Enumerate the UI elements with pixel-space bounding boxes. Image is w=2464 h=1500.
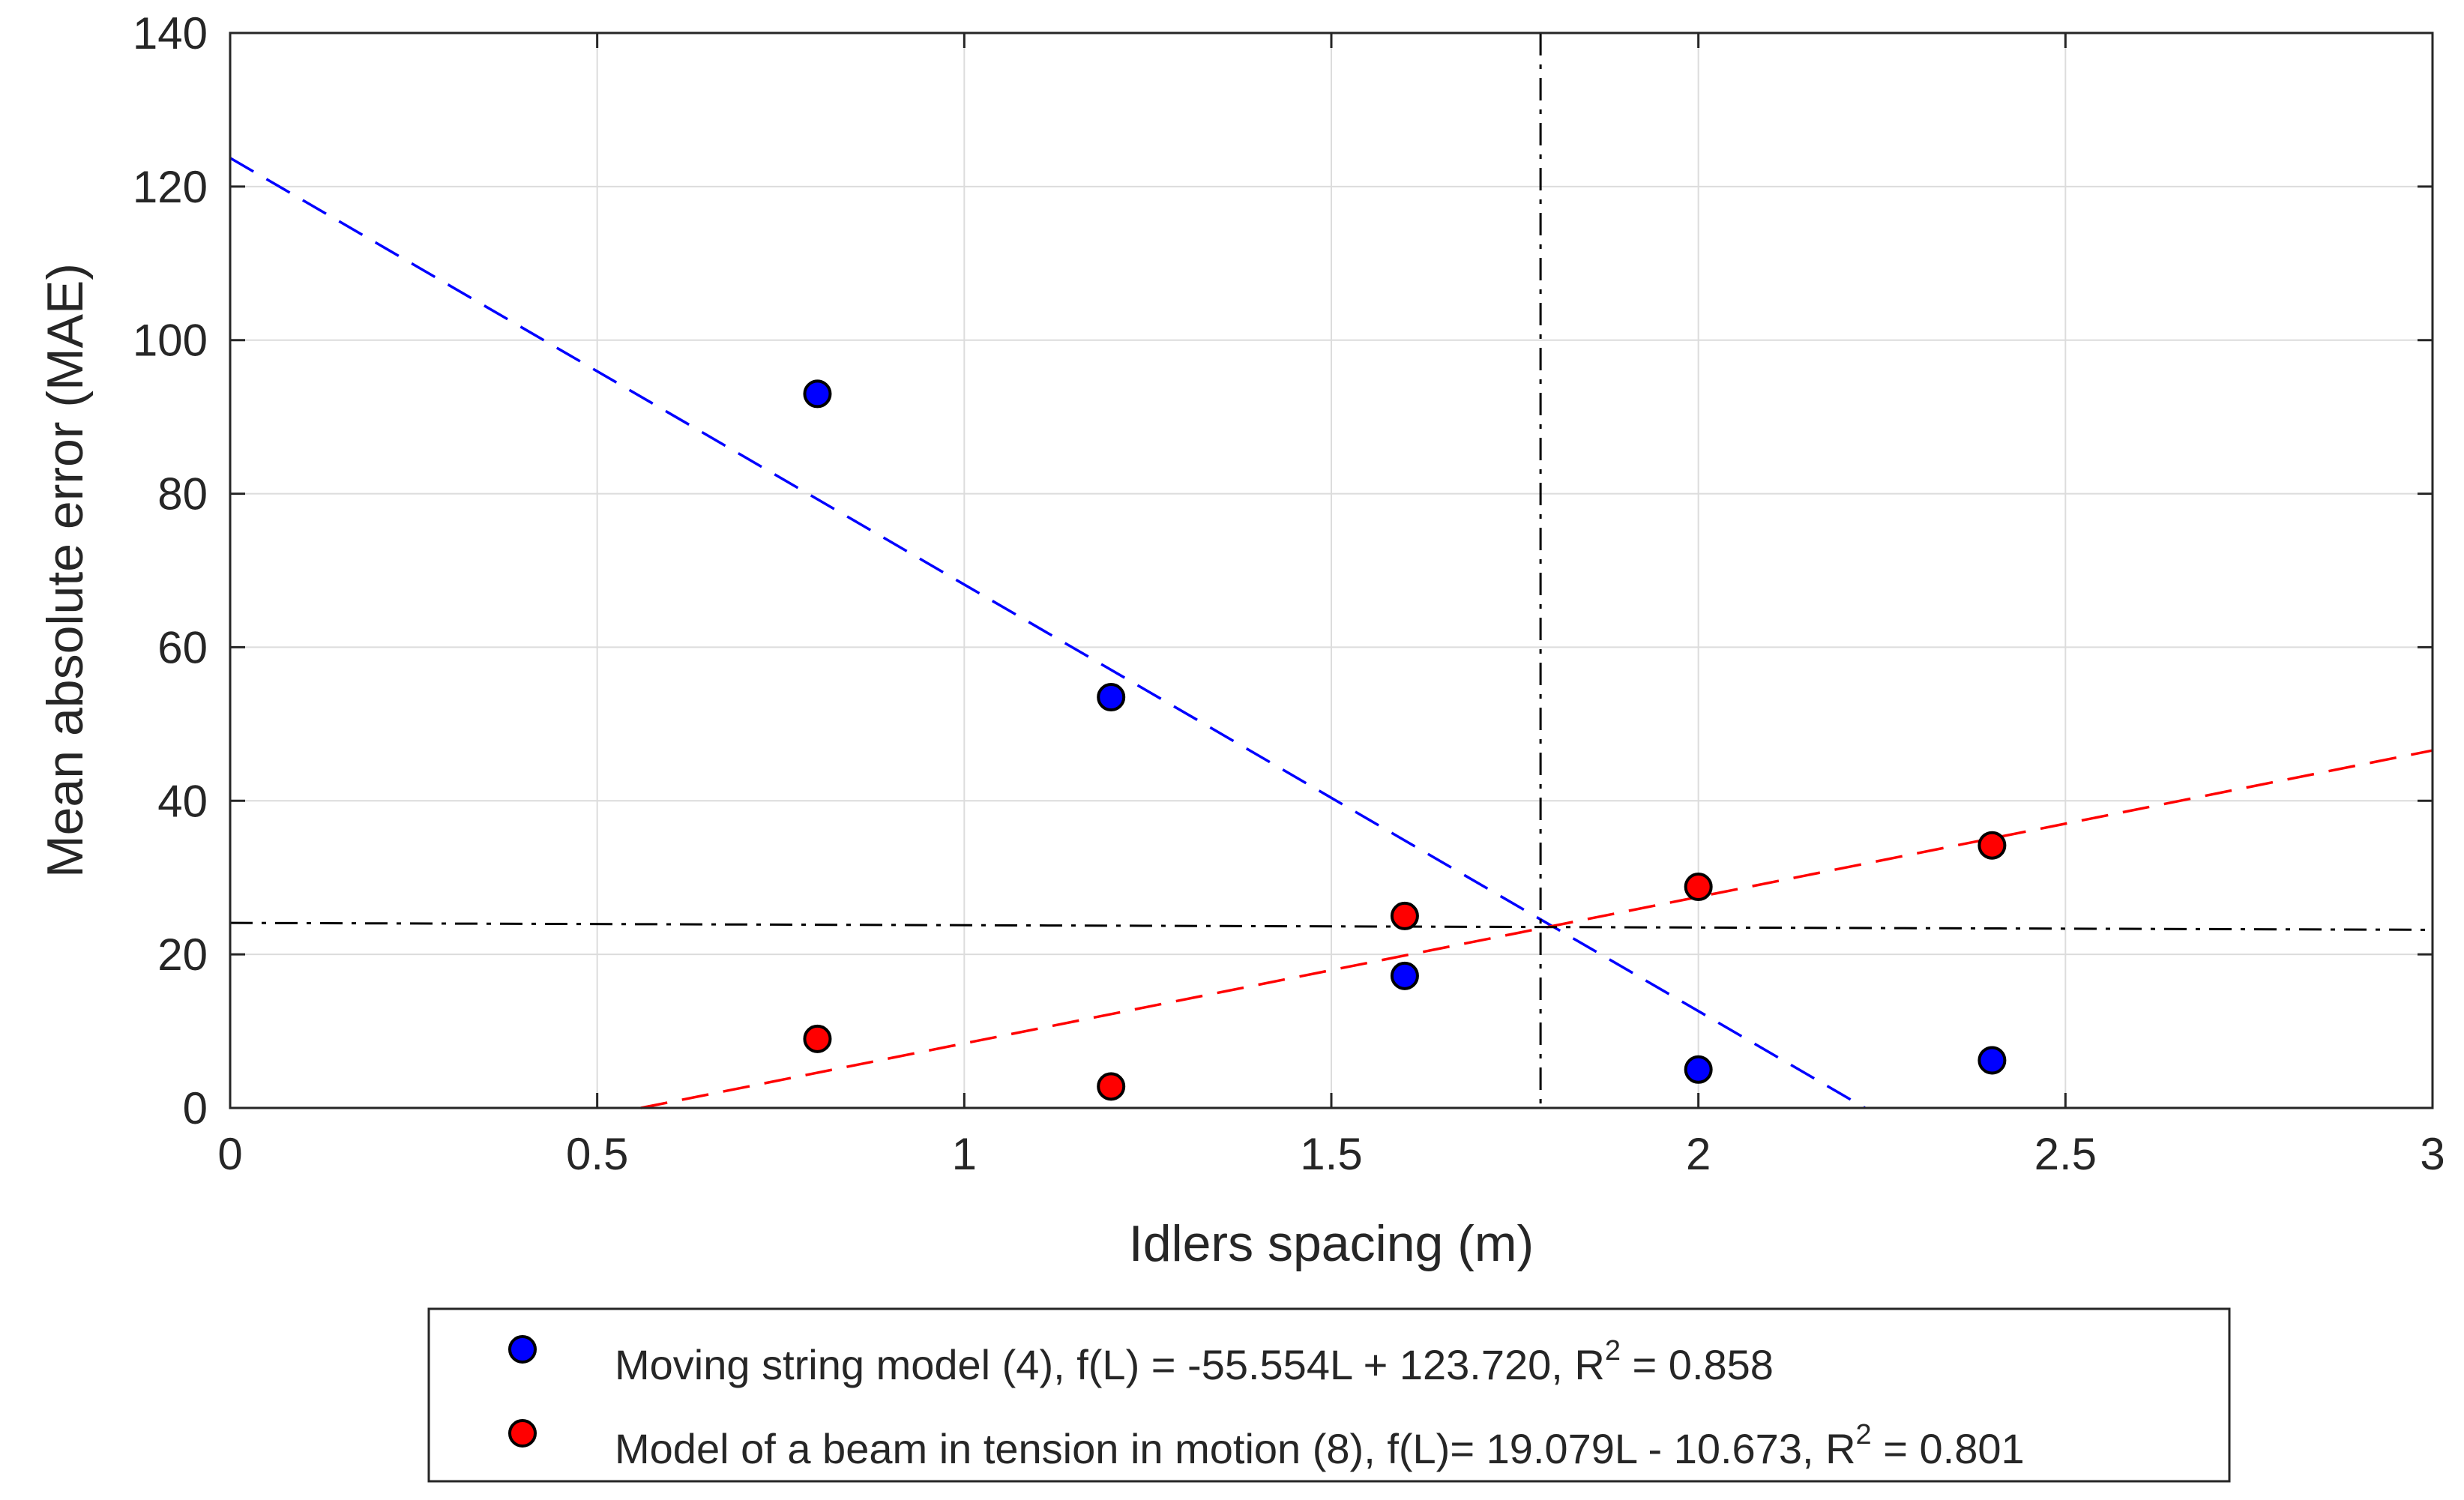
y-tick-label: 120 [133,162,208,212]
x-tick-label: 0 [217,1129,242,1179]
fit-line-series-1 [229,157,1866,1109]
reference-lines [229,33,2433,1108]
x-tick-label: 1.5 [1300,1129,1362,1179]
y-tick-label: 80 [157,469,208,519]
series-1-point-2 [1097,683,1126,712]
y-tick-label: 140 [133,8,208,58]
series-2-point-1 [803,1024,832,1053]
fit-line-series-2 [640,749,2433,1109]
horizontal-reference-line [229,921,2433,931]
y-tick-label: 0 [183,1083,208,1133]
tick-labels: 0 0.5 1 1.5 2 2.5 3 0 20 40 60 80 100 120 140 [133,8,2445,1179]
x-tick-label: 0.5 [566,1129,628,1179]
x-tick-label: 2 [1686,1129,1711,1179]
series-1-point-5 [1977,1046,2007,1075]
y-tick-label: 100 [133,316,208,366]
y-axis-title: Mean absolute error (MAE) [37,263,94,878]
legend: Moving string model (4), f(L) = -55.554L… [427,1307,2231,1483]
series-1-point-4 [1684,1055,1713,1084]
data-points [803,379,2007,1101]
legend-label-series-1: Moving string model (4), f(L) = -55.554L… [615,1335,1774,1388]
x-tick-label: 2.5 [2034,1129,2097,1179]
series-1-point-1 [803,379,832,409]
legend-marker-series-1 [508,1335,537,1364]
y-tick-label: 40 [157,776,208,826]
legend-box [427,1307,2231,1483]
tick-marks [229,31,2434,1109]
series-1-point-3 [1390,961,1419,990]
series-2-point-5 [1977,831,2007,860]
y-tick-label: 20 [157,930,208,980]
x-axis-title: Idlers spacing (m) [1129,1215,1534,1272]
series-2-point-2 [1097,1072,1126,1101]
legend-marker-series-2 [508,1419,537,1448]
legend-label-series-2: Model of a beam in tension in motion (8)… [615,1419,2025,1472]
x-tick-label: 3 [2420,1129,2445,1179]
y-tick-label: 60 [157,622,208,672]
series-2-point-4 [1684,873,1713,902]
grid [230,33,2433,1108]
fit-lines [229,157,2433,1109]
series-2-point-3 [1390,901,1419,930]
x-tick-label: 1 [952,1129,977,1179]
